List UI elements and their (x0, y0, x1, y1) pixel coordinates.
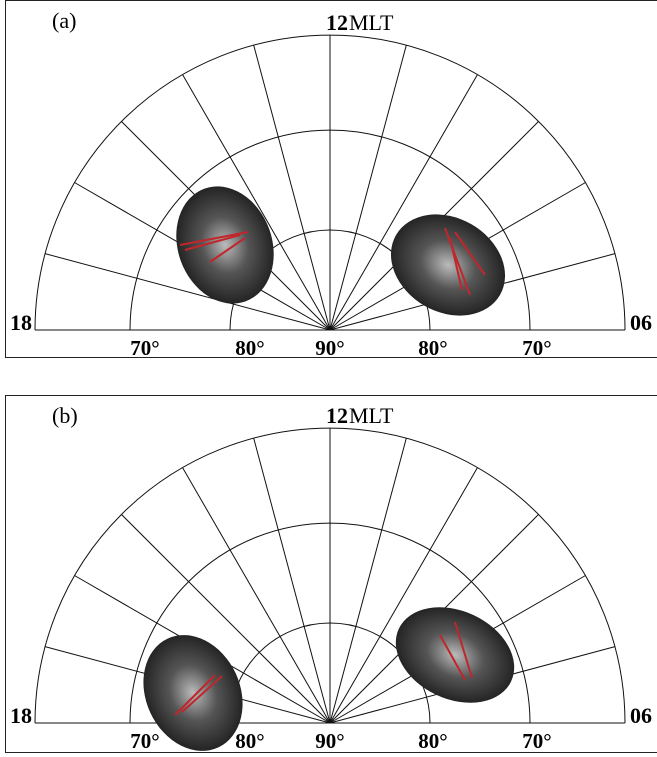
noon-label: 12 (326, 403, 348, 428)
mlt-line (254, 438, 330, 723)
auroral-image (380, 589, 530, 721)
panel-label: (b) (52, 403, 78, 428)
latitude-label: 80° (418, 336, 447, 360)
mlt-line (254, 45, 330, 330)
dusk-label: 18 (10, 703, 32, 728)
latitude-label: 80° (418, 729, 447, 753)
latitude-label: 70° (522, 336, 551, 360)
mlt-line (330, 438, 406, 723)
figure: (a)12MLT180670°80°90°80°70°(b)12MLT18067… (0, 0, 657, 757)
auroral-image (373, 194, 524, 335)
latitude-label: 70° (130, 336, 159, 360)
latitude-label: 90° (315, 336, 344, 360)
latitude-label: 80° (235, 336, 264, 360)
latitude-label: 90° (315, 729, 344, 753)
dawn-label: 06 (630, 703, 652, 728)
mlt-label: MLT (349, 403, 394, 428)
latitude-label: 80° (235, 729, 264, 753)
noon-label: 12 (326, 10, 348, 35)
mlt-line (330, 45, 406, 330)
mlt-label: MLT (349, 10, 394, 35)
latitude-label: 70° (130, 729, 159, 753)
panel-frame (6, 396, 657, 753)
dawn-label: 06 (630, 310, 652, 335)
latitude-label: 70° (522, 729, 551, 753)
panel-label: (a) (52, 8, 76, 33)
dusk-label: 18 (10, 310, 32, 335)
panel-frame (6, 1, 657, 358)
